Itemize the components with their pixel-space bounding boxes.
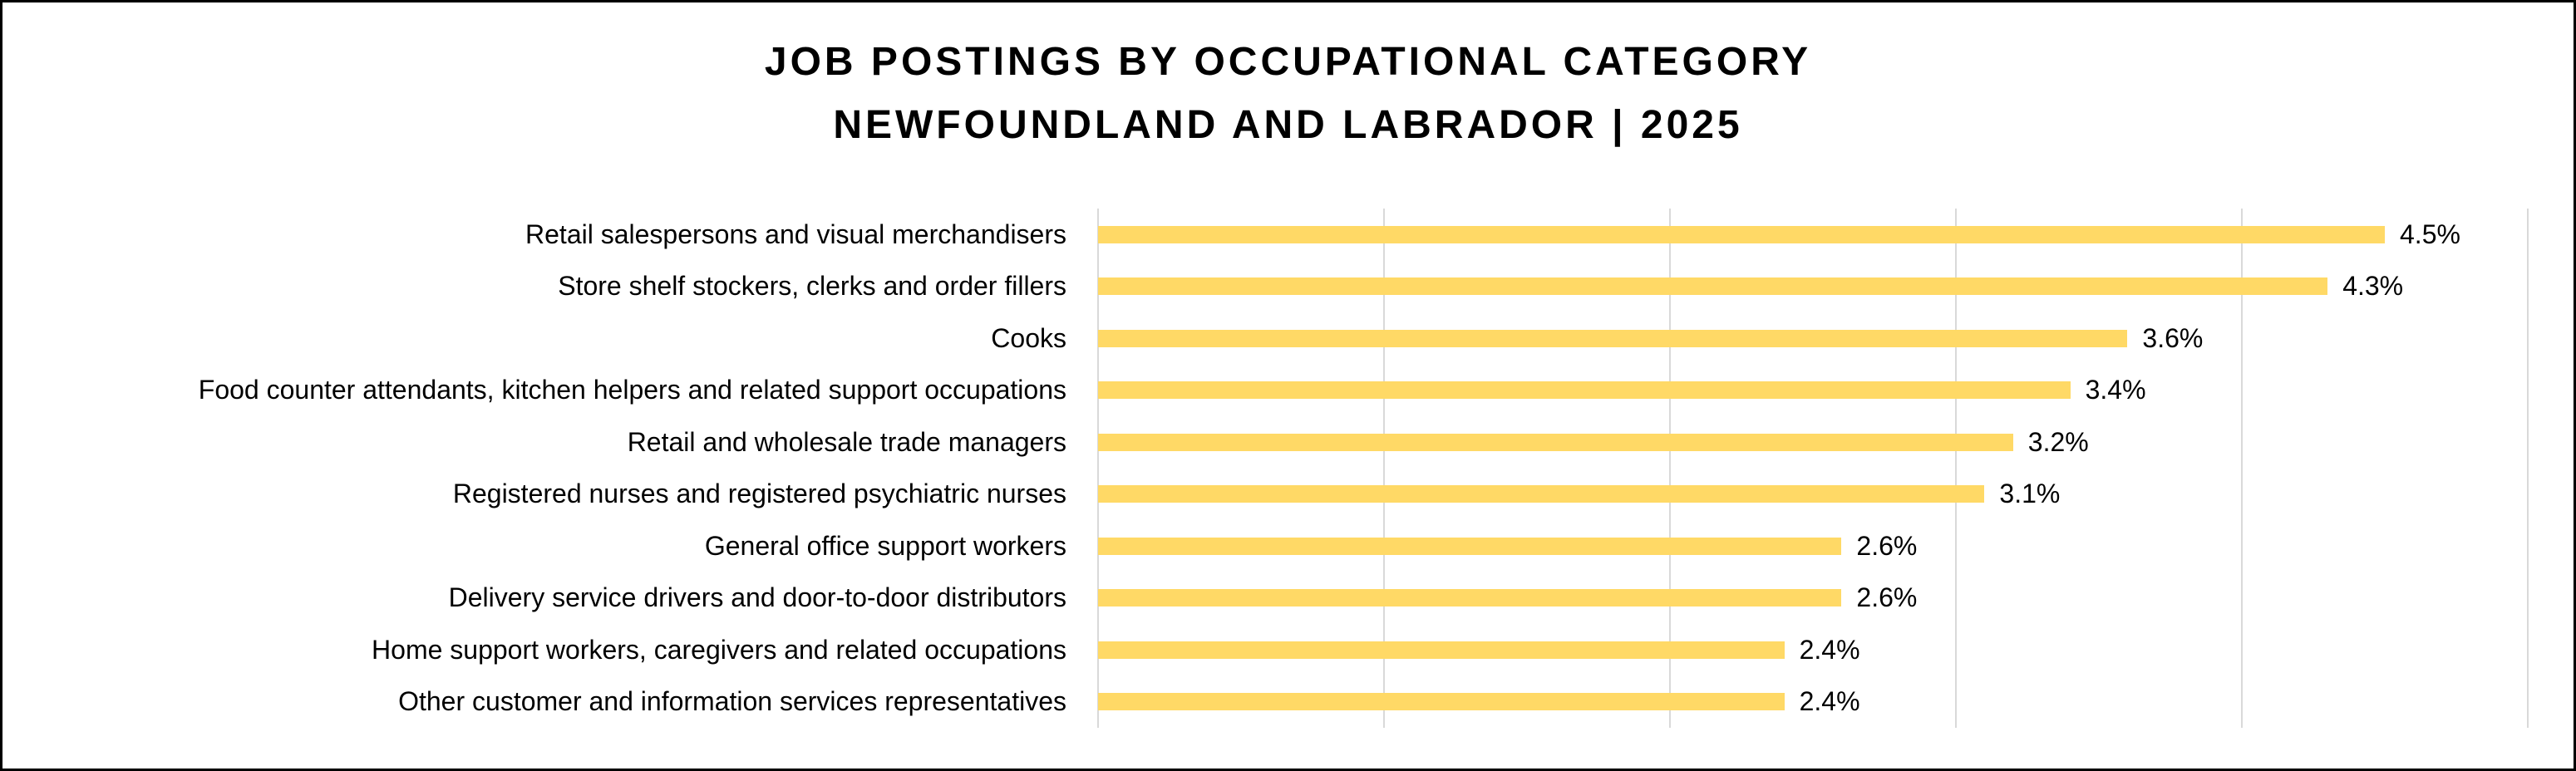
category-label: Retail salespersons and visual merchandi…	[525, 219, 1066, 249]
category-label: Store shelf stockers, clerks and order f…	[558, 271, 1066, 302]
bar-track: 3.2%	[1098, 416, 2574, 469]
bar-row: Home support workers, caregivers and rel…	[2, 624, 2574, 676]
bar-row: Other customer and information services …	[2, 676, 2574, 729]
bar	[1098, 381, 2071, 400]
bar-row: Retail salespersons and visual merchandi…	[2, 209, 2574, 261]
bar-track: 3.6%	[1098, 312, 2574, 365]
chart-title-line2: NEWFOUNDLAND AND LABRADOR | 2025	[833, 103, 1743, 147]
value-label: 2.4%	[1799, 686, 1860, 717]
gridline-4pct	[2241, 209, 2243, 728]
category-label: Retail and wholesale trade managers	[627, 426, 1066, 457]
value-label: 3.1%	[1999, 479, 2061, 509]
chart-title-line1: JOB POSTINGS BY OCCUPATIONAL CATEGORY	[764, 40, 1812, 84]
bar-track: 2.4%	[1098, 676, 2574, 729]
bar	[1098, 329, 2128, 347]
bar-row: Delivery service drivers and door-to-doo…	[2, 572, 2574, 625]
bar-track: 4.5%	[1098, 209, 2574, 261]
plot-area: Retail salespersons and visual merchandi…	[2, 209, 2574, 728]
bar-row: Food counter attendants, kitchen helpers…	[2, 365, 2574, 417]
bar	[1098, 485, 1985, 503]
bar-track: 2.6%	[1098, 520, 2574, 572]
value-label: 3.2%	[2027, 426, 2089, 457]
value-label: 2.6%	[1856, 582, 1918, 613]
bar-track: 4.3%	[1098, 261, 2574, 313]
bar	[1098, 693, 1785, 711]
gridline-0pct	[1097, 209, 1099, 728]
value-label: 2.6%	[1856, 530, 1918, 561]
value-label: 2.4%	[1799, 634, 1860, 665]
gridline-5pct	[2527, 209, 2529, 728]
bar-track: 3.1%	[1098, 469, 2574, 521]
bar-row: Cooks 3.6%	[2, 312, 2574, 365]
category-label: Food counter attendants, kitchen helpers…	[198, 375, 1066, 405]
gridline-2pct	[1669, 209, 1671, 728]
bar-row: Store shelf stockers, clerks and order f…	[2, 261, 2574, 313]
category-label: Other customer and information services …	[398, 686, 1066, 717]
bar	[1098, 641, 1785, 659]
category-label: Cooks	[991, 322, 1066, 353]
value-label: 3.6%	[2142, 322, 2204, 353]
bar	[1098, 433, 2013, 451]
category-label: General office support workers	[704, 530, 1066, 561]
bar-track: 2.4%	[1098, 624, 2574, 676]
category-label: Home support workers, caregivers and rel…	[372, 634, 1066, 665]
bar	[1098, 537, 1842, 555]
bar	[1098, 225, 2385, 243]
value-label: 3.4%	[2085, 375, 2146, 405]
bar-row: Registered nurses and registered psychia…	[2, 469, 2574, 521]
bar-rows: Retail salespersons and visual merchandi…	[2, 209, 2574, 728]
value-label: 4.3%	[2342, 271, 2404, 302]
bar	[1098, 277, 2328, 296]
bar-row: Retail and wholesale trade managers 3.2%	[2, 416, 2574, 469]
gridline-3pct	[1955, 209, 1957, 728]
category-label: Registered nurses and registered psychia…	[452, 479, 1066, 509]
gridline-1pct	[1383, 209, 1385, 728]
chart-title: JOB POSTINGS BY OCCUPATIONAL CATEGORY NE…	[2, 31, 2574, 157]
gridlines	[1097, 209, 2529, 728]
bar	[1098, 589, 1842, 607]
value-label: 4.5%	[2400, 219, 2460, 249]
bar-row: General office support workers 2.6%	[2, 520, 2574, 572]
category-label: Delivery service drivers and door-to-doo…	[448, 582, 1066, 613]
bar-track: 2.6%	[1098, 572, 2574, 625]
bar-track: 3.4%	[1098, 365, 2574, 417]
